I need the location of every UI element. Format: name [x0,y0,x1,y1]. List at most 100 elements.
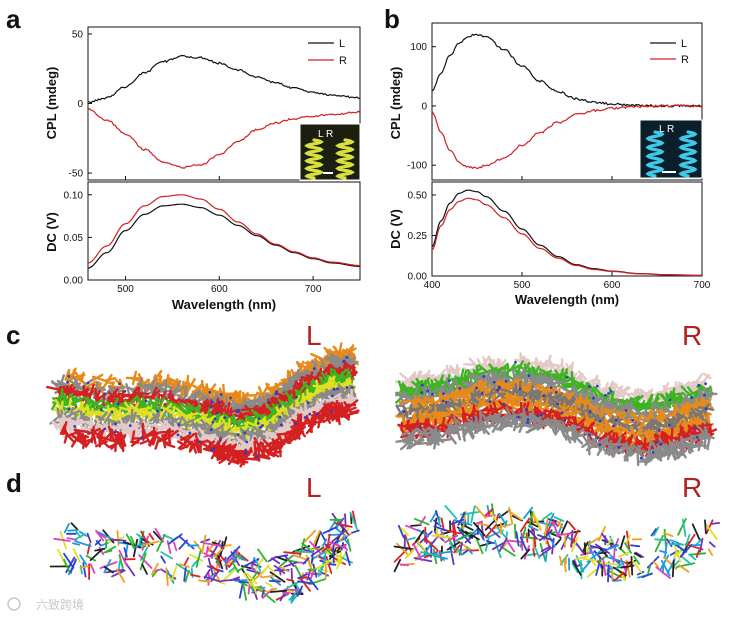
strand-speck [657,429,661,432]
strand-segment [324,411,332,424]
strand-segment [561,382,576,386]
strand-speck [595,384,599,388]
strand-segment [119,431,127,447]
strand-speck [237,408,241,412]
strand-fragment [255,558,262,572]
strand-fragment [301,542,311,550]
strand-segment [46,385,61,391]
strand-fragment [533,545,541,559]
strand-fragment [487,526,501,539]
strand-fragment [242,583,248,601]
strand-segment [262,445,267,458]
b-dc-ytick-label: 0.00 [408,272,428,283]
strand-segment [703,431,707,450]
strand-fragment [209,564,220,573]
strand-fragment [267,555,278,562]
inset-b-helices [645,130,698,178]
strand-segment [167,377,176,391]
strand-segment [73,428,85,433]
strand-segment [519,373,529,381]
strand-segment [289,393,293,403]
strand-segment [530,371,542,376]
strand-segment [341,386,345,396]
strand-speck [482,375,486,378]
a-dc-ytick-label: 0.10 [64,190,84,201]
strand-speck [350,386,354,389]
b-legend: L R [650,38,689,66]
strand-segment [265,412,279,426]
strand-fragment [449,546,455,566]
strand-segment [522,407,528,424]
strand-speck [612,424,615,428]
d-right-label: R [682,472,702,503]
strand-segment [59,388,64,403]
strand-fragment [269,589,288,593]
strand-speck [312,367,316,370]
strand-segment [455,419,467,433]
strand-speck [274,392,278,396]
strand-segment [433,414,442,425]
strand-fragment [499,545,516,557]
strand-fragment [475,538,484,555]
strand-fragment [261,574,275,579]
strand-segment [528,380,532,390]
strand-segment [494,400,503,408]
strand-fragment [254,586,269,593]
strand-segment [474,422,484,430]
strand-segment [697,389,702,399]
strand-speck [526,418,530,422]
strand-segment [254,411,262,418]
strand-fragment [277,556,288,562]
strand-fragment [66,537,78,541]
strand-fragment [193,540,203,552]
strand-fragment [326,548,333,556]
strand-speck [609,389,613,393]
strand-fragment [138,536,142,545]
strand-fragment [278,565,282,576]
strand-fragment [207,572,210,586]
b-dc-frame [431,181,703,277]
strand-segment [262,432,278,438]
strand-speck [418,424,422,428]
strand-fragment [95,540,102,547]
strand-segment [295,380,301,389]
a-cpl-plot-area [88,54,360,169]
strand-fragment [301,572,308,581]
strand-segment [442,369,454,381]
strand-segment [239,427,247,443]
strand-speck [308,412,312,416]
strand-segment [136,397,141,406]
strand-fragment [464,532,477,544]
strand-segment [78,388,89,396]
strand-speck [704,382,707,386]
strand-segment [696,385,706,392]
strand-segment [337,382,347,386]
strand-segment [548,392,555,406]
strand-fragment [630,544,641,548]
strand-fragment [202,542,222,547]
strand-speck [188,431,192,435]
strand-segment [305,422,316,435]
d-left-strands [49,510,360,604]
strand-segment [105,405,110,417]
strand-speck [261,424,264,427]
strand-speck [624,409,628,412]
strand-fragment [217,554,224,570]
strand-segment [663,401,672,416]
strand-fragment [111,538,127,542]
strand-speck [99,408,103,412]
strand-segment [659,446,663,461]
strand-speck [565,376,569,379]
strand-fragment [184,570,190,583]
strand-speck [256,422,260,425]
strand-segment [62,423,67,435]
strand-fragment [86,532,92,544]
strand-segment [59,416,72,425]
strand-fragment [213,569,221,582]
strand-fragment [72,548,81,563]
strand-fragment [652,560,660,568]
strand-segment [597,428,605,439]
strand-fragment [168,533,183,545]
strand-fragment [611,579,622,582]
